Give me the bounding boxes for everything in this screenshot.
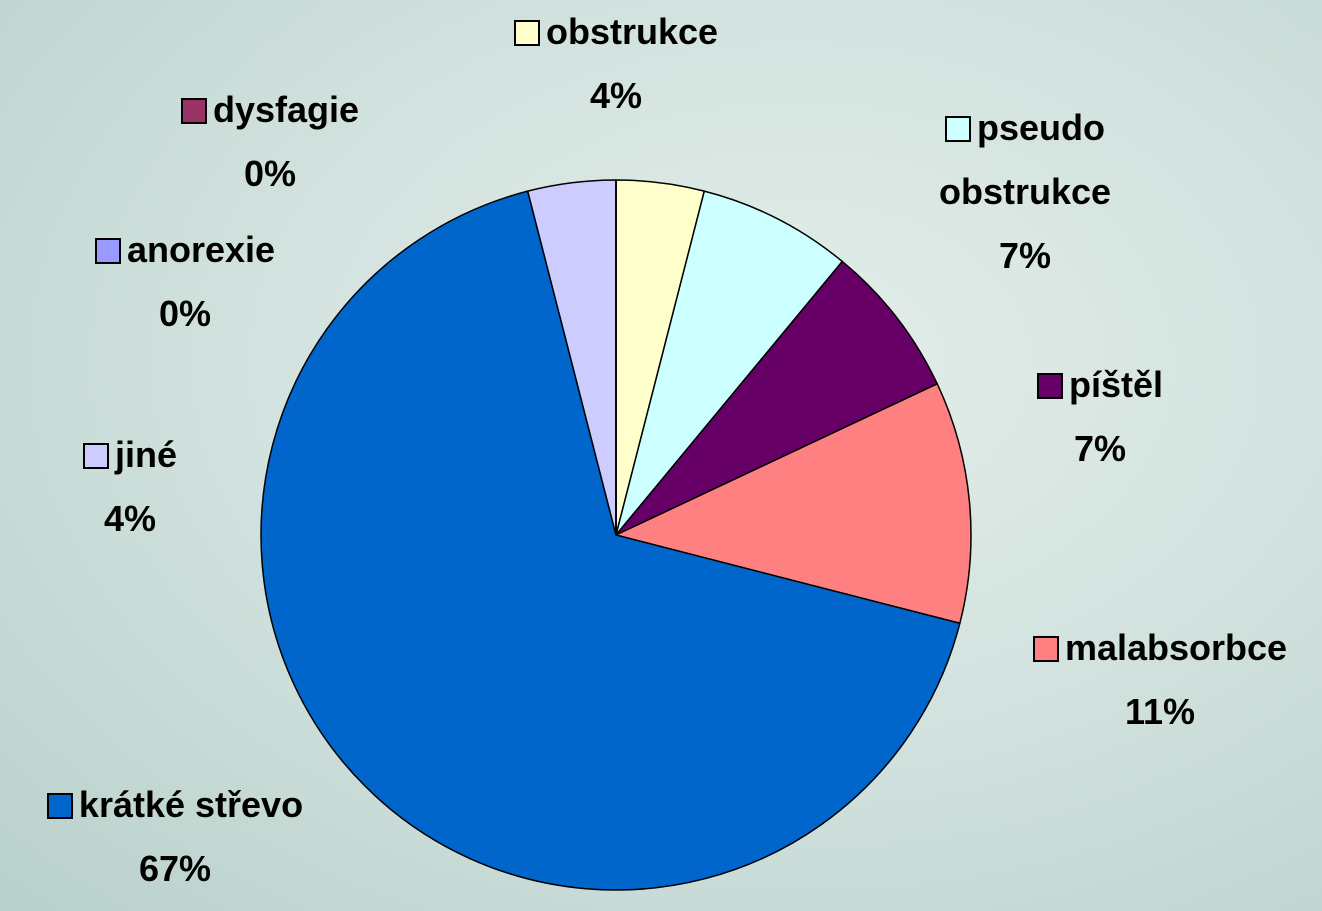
legend-swatch: [1032, 636, 1059, 662]
value-label: 67%: [138, 848, 212, 889]
category-name: anorexie: [126, 229, 276, 270]
value-label: 7%: [1073, 428, 1127, 469]
value-label: 7%: [998, 235, 1052, 276]
slice-label: krátké střevo 67%: [0, 773, 355, 901]
category-name: pseudo obstrukce: [938, 107, 1112, 212]
legend-swatch: [180, 98, 207, 124]
slice-label: píštěl 7%: [950, 353, 1250, 481]
pie-slice: [615, 260, 939, 536]
category-name: dysfagie: [212, 89, 360, 130]
value-label: 11%: [1124, 691, 1196, 732]
category-name: píštěl: [1068, 364, 1164, 405]
slice-label: jiné 4%: [30, 423, 230, 551]
category-name: obstrukce: [545, 11, 719, 52]
pie-slice: [613, 382, 972, 625]
value-label: 0%: [158, 293, 212, 334]
legend-swatch: [513, 20, 540, 46]
category-name: malabsorbce: [1064, 627, 1288, 668]
slice-label: obstrukce 4%: [416, 0, 816, 128]
slice-label: malabsorbce 11%: [990, 616, 1322, 744]
legend-swatch: [94, 238, 121, 264]
slice-label: anorexie 0%: [35, 218, 335, 346]
legend-swatch: [944, 116, 971, 142]
legend-swatch: [1036, 373, 1063, 399]
category-name: krátké střevo: [78, 784, 304, 825]
pie-slice: [260, 190, 961, 891]
value-label: 4%: [589, 75, 643, 116]
slice-label: pseudo obstrukce 7%: [895, 96, 1155, 288]
value-label: 0%: [243, 153, 297, 194]
category-name: jiné: [114, 434, 177, 475]
pie-slice: [615, 190, 844, 536]
legend-swatch: [82, 443, 109, 469]
slice-label: dysfagie 0%: [120, 78, 420, 206]
legend-swatch: [46, 793, 73, 819]
value-label: 4%: [103, 498, 157, 539]
